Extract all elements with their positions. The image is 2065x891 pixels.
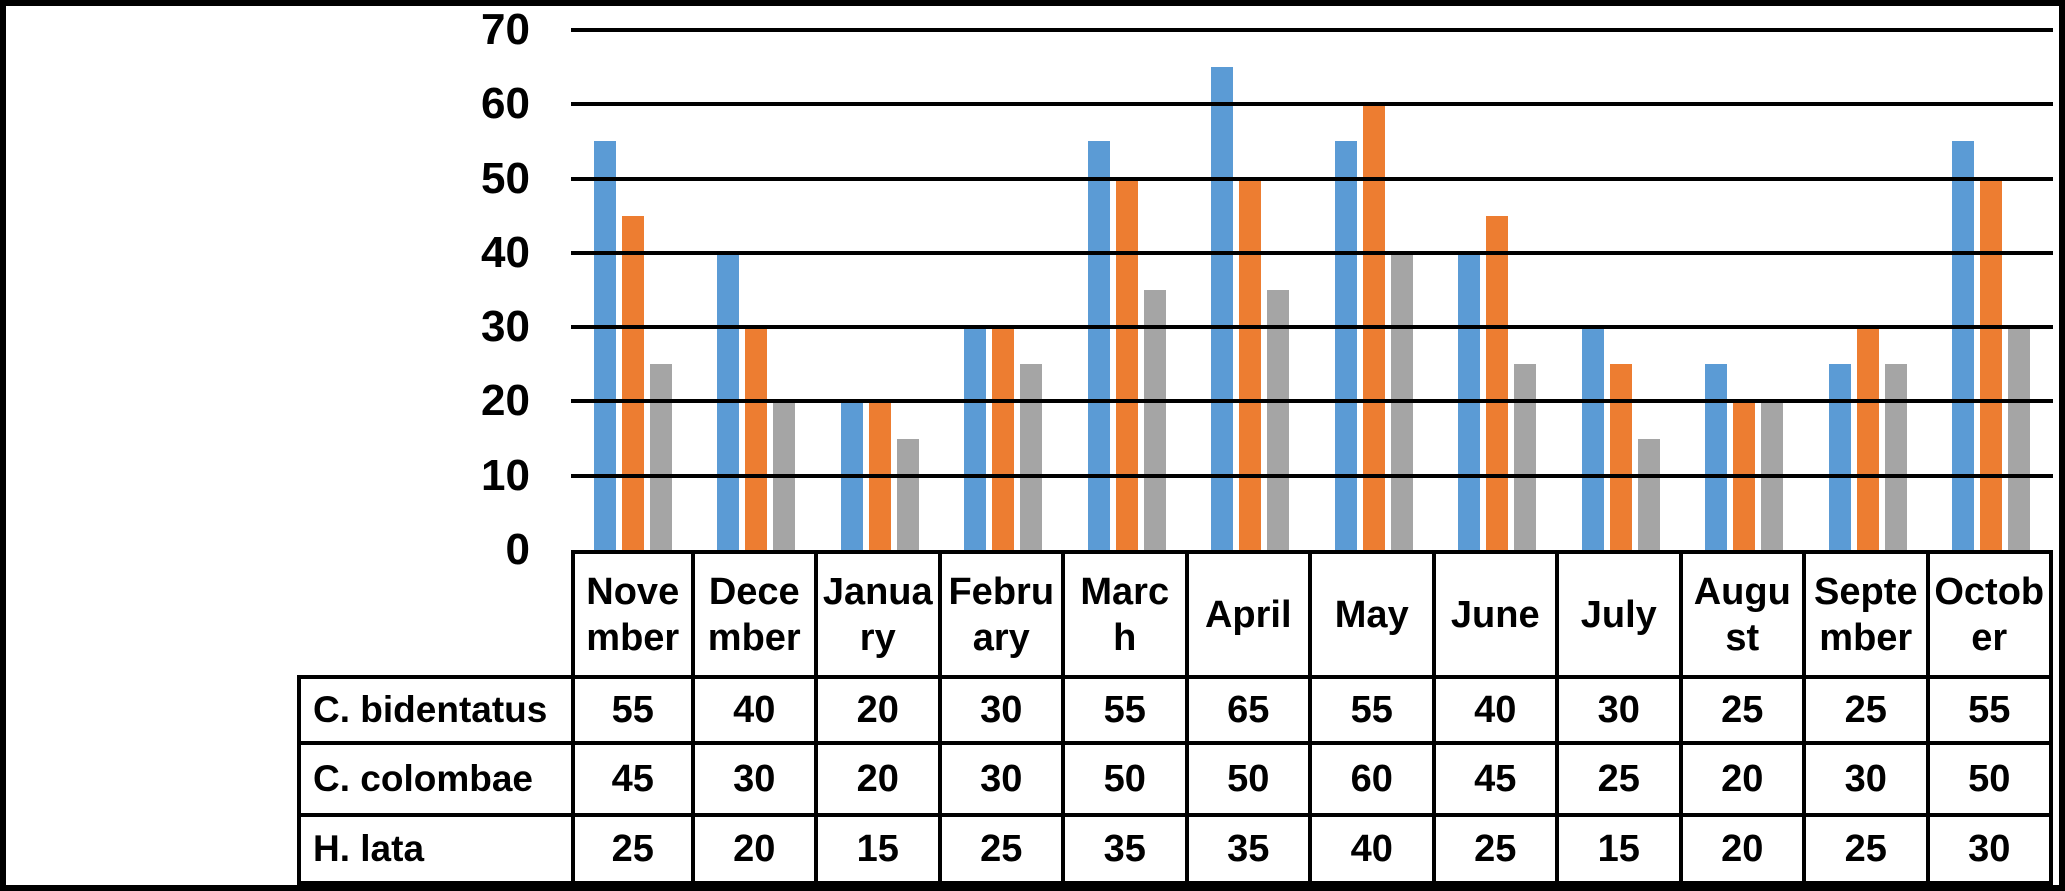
month-header-cell: Septe mber bbox=[1806, 550, 1930, 675]
table-corner-cell bbox=[297, 550, 571, 675]
value-cell: 20 bbox=[1682, 745, 1806, 817]
month-header-cell: Dece mber bbox=[694, 550, 818, 675]
bar-h-lata bbox=[896, 438, 919, 550]
value-cell: 25 bbox=[941, 817, 1065, 885]
gridline bbox=[571, 399, 2053, 404]
month-header-cell: Janua ry bbox=[818, 550, 942, 675]
gridline bbox=[571, 325, 2053, 330]
bar-h-lata bbox=[1020, 364, 1043, 550]
row-label-cell: H. lata bbox=[297, 817, 571, 885]
month-header-cell: Marc h bbox=[1065, 550, 1189, 675]
value-cell: 60 bbox=[1312, 745, 1436, 817]
bar-h-lata bbox=[1143, 290, 1166, 550]
row-label-cell: C. colombae bbox=[297, 745, 571, 817]
bar-h-lata bbox=[1637, 438, 1660, 550]
month-header-cell: May bbox=[1312, 550, 1436, 675]
y-axis-tick-label: 60 bbox=[481, 79, 530, 129]
bar-c-bidentatus bbox=[1705, 364, 1728, 550]
bar-c-bidentatus bbox=[1952, 141, 1975, 550]
month-header-cell: Augu st bbox=[1682, 550, 1806, 675]
y-axis-tick-label: 30 bbox=[481, 302, 530, 352]
value-cell: 40 bbox=[1435, 675, 1559, 745]
gridline bbox=[571, 176, 2053, 181]
bar-c-colombae bbox=[1609, 364, 1632, 550]
value-cell: 25 bbox=[1559, 745, 1683, 817]
bar-h-lata bbox=[1884, 364, 1907, 550]
value-cell: 35 bbox=[1188, 817, 1312, 885]
value-cell: 25 bbox=[571, 817, 695, 885]
value-cell: 50 bbox=[1065, 745, 1189, 817]
value-cell: 30 bbox=[1806, 745, 1930, 817]
bar-c-bidentatus bbox=[1211, 67, 1234, 550]
value-cell: 25 bbox=[1435, 817, 1559, 885]
bar-h-lata bbox=[2008, 327, 2031, 550]
bar-c-bidentatus bbox=[1334, 141, 1357, 550]
value-cell: 50 bbox=[1929, 745, 2053, 817]
value-cell: 25 bbox=[1682, 675, 1806, 745]
value-cell: 20 bbox=[694, 817, 818, 885]
bar-c-bidentatus bbox=[1087, 141, 1110, 550]
month-header-cell: June bbox=[1435, 550, 1559, 675]
bar-h-lata bbox=[649, 364, 672, 550]
value-cell: 20 bbox=[1682, 817, 1806, 885]
value-cell: 45 bbox=[571, 745, 695, 817]
value-cell: 20 bbox=[818, 745, 942, 817]
value-cell: 55 bbox=[1312, 675, 1436, 745]
data-table: Nove mber Dece mber Janua ry Febru ary Marc … bbox=[297, 550, 2053, 885]
value-cell: 25 bbox=[1806, 817, 1930, 885]
month-header-cell: Octob er bbox=[1929, 550, 2053, 675]
value-cell: 25 bbox=[1806, 675, 1930, 745]
bar-h-lata bbox=[1267, 290, 1290, 550]
gridline bbox=[571, 102, 2053, 107]
y-axis-tick-label: 0 bbox=[505, 525, 530, 574]
month-header-cell: Febru ary bbox=[941, 550, 1065, 675]
bar-c-colombae bbox=[1115, 178, 1138, 550]
value-cell: 30 bbox=[1929, 817, 2053, 885]
row-label-cell: C. bidentatus bbox=[297, 675, 571, 745]
bar-h-lata bbox=[1514, 364, 1537, 550]
y-axis-tick-label: 40 bbox=[481, 227, 530, 277]
value-cell: 50 bbox=[1188, 745, 1312, 817]
bar-c-bidentatus bbox=[1828, 364, 1851, 550]
value-cell: 30 bbox=[941, 675, 1065, 745]
y-axis-tick-label: 10 bbox=[481, 450, 530, 500]
value-cell: 20 bbox=[818, 675, 942, 745]
value-cell: 65 bbox=[1188, 675, 1312, 745]
bar-c-colombae bbox=[992, 327, 1015, 550]
value-cell: 45 bbox=[1435, 745, 1559, 817]
bar-c-colombae bbox=[1856, 327, 1879, 550]
gridline bbox=[571, 473, 2053, 478]
value-cell: 55 bbox=[1929, 675, 2053, 745]
gridline bbox=[571, 250, 2053, 255]
value-cell: 40 bbox=[694, 675, 818, 745]
bar-c-bidentatus bbox=[1581, 327, 1604, 550]
value-cell: 35 bbox=[1065, 817, 1189, 885]
y-axis-tick-label: 20 bbox=[481, 376, 530, 426]
bar-c-bidentatus bbox=[593, 141, 616, 550]
value-cell: 40 bbox=[1312, 817, 1436, 885]
bar-c-colombae bbox=[1239, 178, 1262, 550]
value-cell: 30 bbox=[694, 745, 818, 817]
gridline bbox=[571, 28, 2053, 32]
y-axis-tick-label: 50 bbox=[481, 153, 530, 203]
bar-c-colombae bbox=[621, 215, 644, 550]
y-axis-tick-label: 70 bbox=[481, 5, 530, 54]
month-header-cell: April bbox=[1188, 550, 1312, 675]
value-cell: 30 bbox=[941, 745, 1065, 817]
bar-c-bidentatus bbox=[964, 327, 987, 550]
value-cell: 15 bbox=[818, 817, 942, 885]
bar-c-colombae bbox=[1486, 215, 1509, 550]
month-header-cell: Nove mber bbox=[571, 550, 695, 675]
bar-c-colombae bbox=[745, 327, 768, 550]
month-header-cell: July bbox=[1559, 550, 1683, 675]
bar-c-colombae bbox=[1980, 178, 2003, 550]
value-cell: 15 bbox=[1559, 817, 1683, 885]
value-cell: 55 bbox=[571, 675, 695, 745]
value-cell: 30 bbox=[1559, 675, 1683, 745]
value-cell: 55 bbox=[1065, 675, 1189, 745]
